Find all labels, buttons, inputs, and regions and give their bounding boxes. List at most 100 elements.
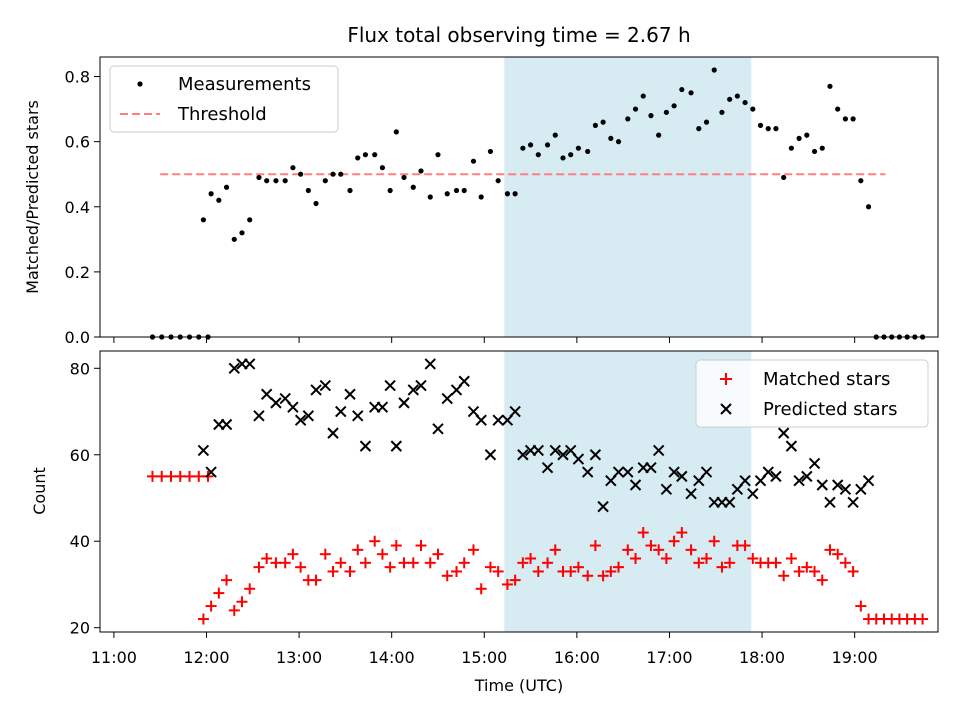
matched-star-point	[549, 544, 561, 556]
legend-label-threshold: Threshold	[177, 104, 267, 125]
legend-label-matched: Matched stars	[763, 369, 890, 390]
matched-star-point	[582, 570, 594, 582]
x-tick-label: 18:00	[739, 648, 785, 667]
matched-star-point	[716, 561, 728, 573]
measurement-point	[338, 171, 344, 177]
predicted-star-point	[541, 462, 554, 474]
chart-title: Flux total observing time = 2.67 h	[347, 23, 690, 47]
measurement-point	[727, 96, 733, 102]
predicted-star-point	[816, 479, 828, 491]
matched-star-point	[295, 561, 307, 573]
matched-star-point	[785, 553, 797, 565]
predicted-star-point	[612, 466, 625, 478]
predicted-star-point	[384, 379, 396, 392]
measurement-point	[850, 116, 856, 122]
measurement-point	[719, 109, 725, 115]
matched-star-point	[525, 553, 537, 565]
measurement-point	[640, 93, 646, 99]
matched-star-point	[327, 565, 339, 577]
predicted-star-point	[549, 444, 561, 457]
measurement-point	[827, 83, 833, 89]
top-panel: 0.0 0.2 0.4 0.6 0.8 Flux total observing tim…	[23, 23, 939, 347]
measurement-point	[696, 126, 702, 132]
matched-star-point	[630, 553, 642, 565]
matched-star-point	[415, 540, 427, 552]
predicted-star-point	[376, 401, 389, 413]
legend-label-predicted: Predicted stars	[763, 399, 897, 420]
matched-star-point	[668, 535, 680, 547]
predicted-star-point	[831, 479, 844, 491]
matched-star-point	[279, 557, 291, 569]
measurement-point	[575, 145, 582, 151]
measurement-point	[512, 191, 518, 197]
matched-star-point	[770, 557, 782, 569]
measurement-point	[625, 116, 631, 122]
matched-star-point	[197, 613, 209, 625]
top-y-tick-label: 0.2	[65, 263, 90, 282]
measurement-point	[362, 152, 369, 158]
predicted-star-point	[581, 466, 594, 478]
predicted-star-point	[660, 483, 673, 496]
matched-star-point	[165, 470, 177, 482]
measurement-point	[208, 191, 214, 197]
predicted-star-point	[770, 470, 782, 483]
matched-star-point	[310, 574, 322, 586]
measurement-point	[305, 187, 311, 194]
measurement-point	[527, 142, 534, 148]
measurement-point	[819, 145, 825, 151]
measurement-point	[585, 148, 591, 155]
bottom-legend: Matched stars Predicted stars	[695, 359, 929, 428]
predicted-stars-points	[197, 358, 875, 513]
legend-label-measurements: Measurements	[178, 74, 311, 95]
top-axes-frame	[99, 56, 939, 338]
matched-star-point	[369, 535, 381, 547]
matched-star-point	[467, 544, 479, 556]
top-legend: Measurements Threshold	[109, 65, 339, 133]
measurement-point	[742, 99, 748, 106]
matched-star-point	[622, 544, 634, 556]
measurement-point	[427, 194, 433, 200]
measurement-point	[264, 178, 270, 184]
measurement-point	[671, 103, 677, 109]
measurement-point	[858, 178, 864, 184]
matched-star-point	[458, 557, 470, 569]
measurement-point	[379, 165, 386, 171]
predicted-star-point	[484, 449, 497, 461]
predicted-star-point	[243, 358, 256, 370]
predicted-star-point	[801, 470, 813, 483]
matched-star-point	[532, 565, 544, 577]
measurement-point	[788, 145, 794, 151]
measurement-point	[290, 165, 296, 171]
matched-star-point	[542, 557, 554, 569]
measurement-point	[495, 178, 501, 184]
measurement-point	[298, 171, 304, 177]
matched-star-point	[352, 544, 364, 556]
predicted-star-point	[359, 440, 372, 452]
x-tick-label: 13:00	[276, 648, 322, 667]
predicted-star-point	[652, 444, 665, 457]
measurement-point	[478, 194, 484, 200]
measurement-point	[418, 168, 424, 174]
matched-star-point	[261, 553, 273, 565]
measurement-point	[615, 139, 622, 145]
matched-star-point	[701, 553, 713, 565]
matched-star-point	[221, 574, 233, 586]
predicted-star-point	[270, 397, 282, 409]
measurement-point	[393, 129, 399, 135]
measurement-point	[330, 171, 336, 177]
matched-star-point	[653, 544, 665, 556]
matched-star-point	[809, 565, 821, 577]
x-tick-label: 11:00	[91, 648, 137, 667]
predicted-star-point	[668, 466, 680, 478]
predicted-star-point	[676, 470, 688, 483]
measurement-point	[247, 217, 253, 223]
measurement-point	[600, 119, 606, 125]
matched-star-point	[917, 613, 929, 625]
matched-star-point	[847, 565, 859, 577]
measurement-point	[656, 132, 662, 138]
matched-star-point	[637, 527, 649, 539]
matched-star-point	[597, 570, 609, 582]
matched-star-point	[816, 574, 828, 586]
matched-star-point	[287, 548, 299, 560]
matched-star-point	[492, 565, 504, 577]
